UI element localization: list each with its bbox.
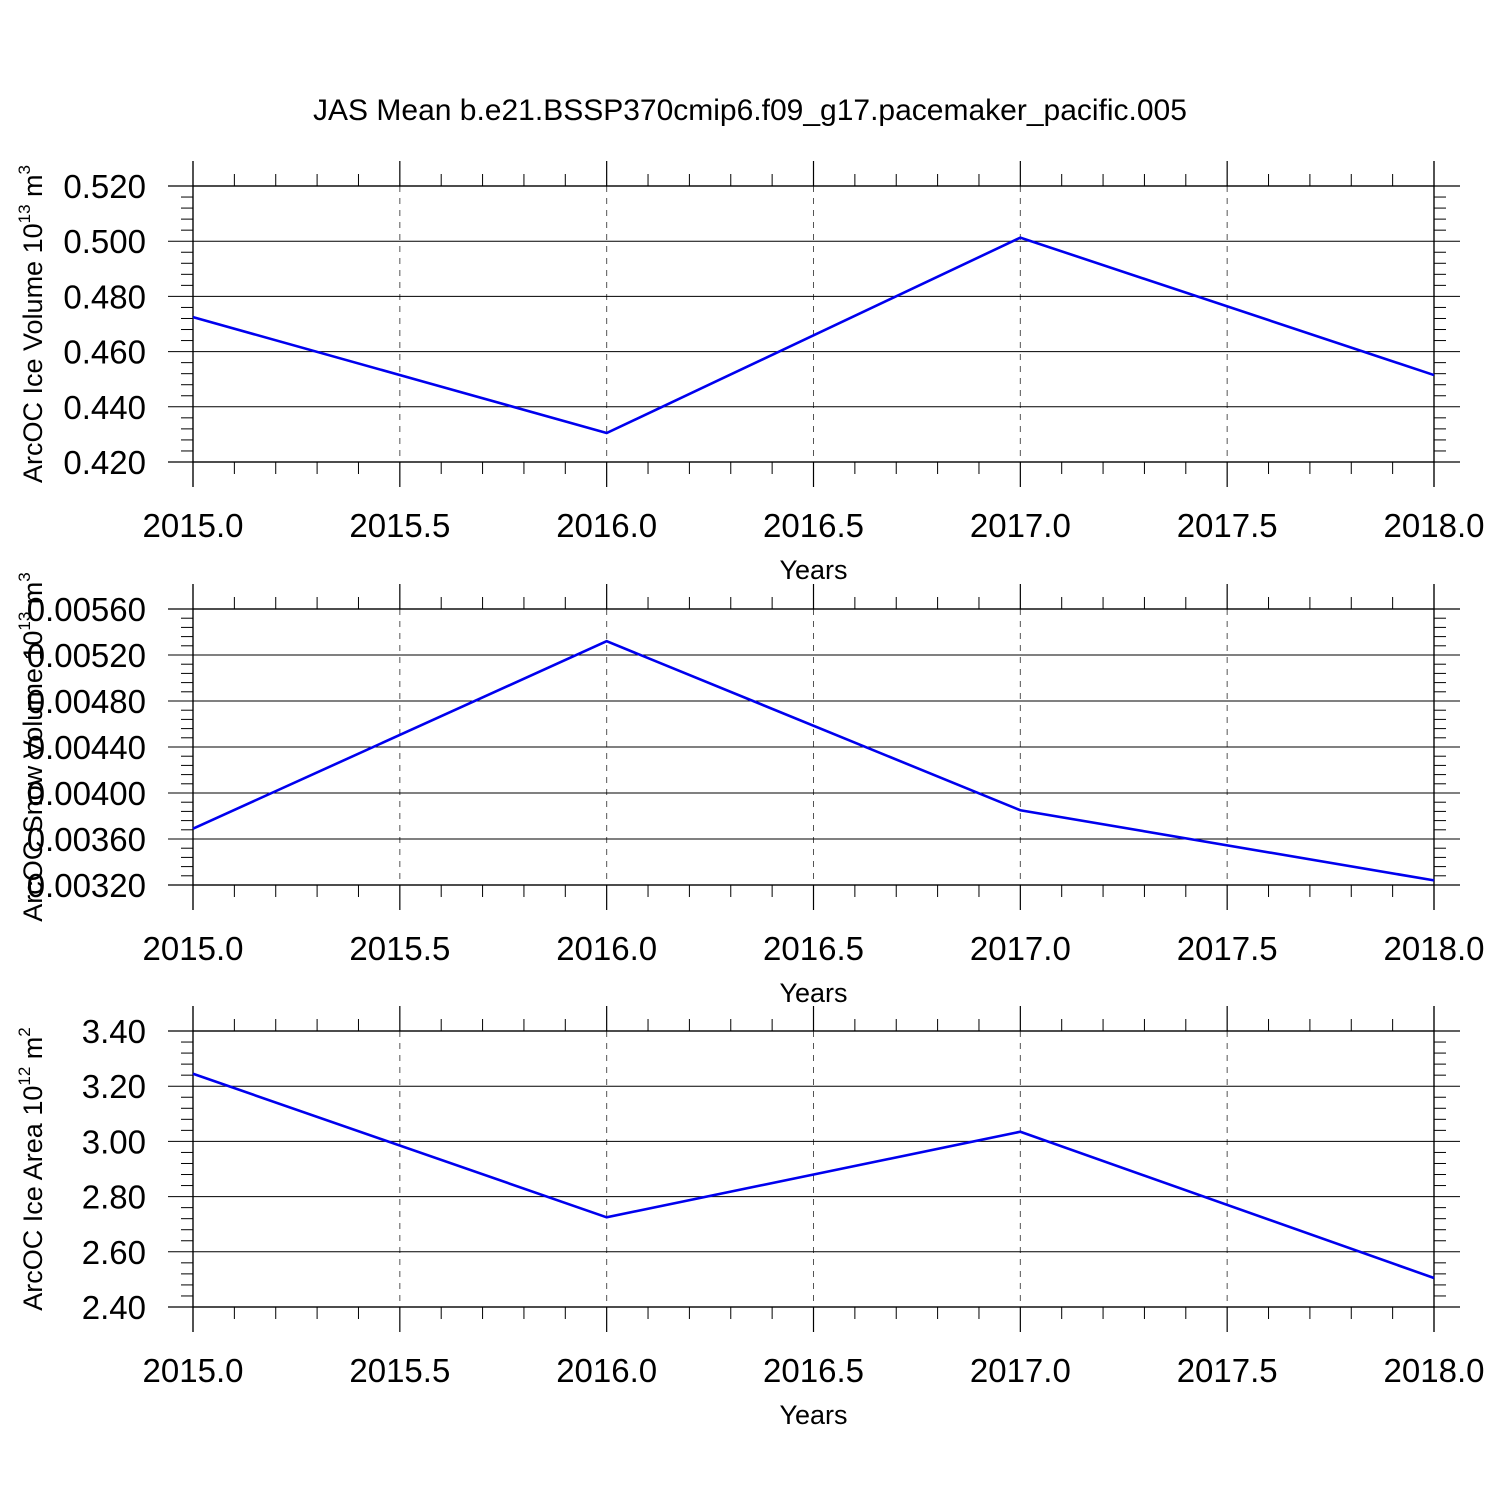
x-tick-label: 2015.5 [349, 1352, 450, 1389]
x-axis-title: Years [779, 978, 847, 1008]
y-axis-title: ArcOC Ice Volume 1013 m3 [15, 165, 48, 483]
y-axis-title-exponent: 12 [15, 1067, 34, 1086]
x-tick-label: 2017.0 [970, 930, 1071, 967]
x-tick-label: 2016.0 [556, 930, 657, 967]
x-tick-label: 2017.0 [970, 507, 1071, 544]
x-tick-label: 2017.5 [1177, 930, 1278, 967]
series-line [192, 639, 1435, 882]
y-tick-label: 3.00 [82, 1123, 146, 1160]
x-tick-label: 2015.5 [349, 930, 450, 967]
x-tick-label: 2016.0 [556, 1352, 657, 1389]
y-tick-label: 3.20 [82, 1068, 146, 1105]
y-tick-label: 0.00400 [27, 775, 146, 812]
series-line [192, 236, 1435, 435]
x-tick-label: 2018.0 [1384, 507, 1485, 544]
series-line [192, 1072, 1435, 1280]
y-tick-label: 0.520 [63, 168, 146, 205]
y-tick-label: 0.00480 [27, 683, 146, 720]
x-tick-label: 2015.0 [143, 930, 244, 967]
y-axis-title-unit-exponent: 3 [15, 165, 34, 174]
x-tick-label: 2017.5 [1177, 507, 1278, 544]
panel-3: 2015.0 2015.5 2016.0 2016.5 2017.0 2017.5 2018… [15, 1006, 1484, 1430]
y-axis-title-unit: m [18, 174, 48, 204]
panel-1: 2015.0 2015.5 2016.0 2016.5 2017.0 2017.5 2018… [15, 161, 1484, 585]
y-tick-label: 0.440 [63, 389, 146, 426]
y-tick-label: 0.00320 [27, 867, 146, 904]
x-tick-label: 2015.0 [143, 507, 244, 544]
y-tick-label: 0.00440 [27, 729, 146, 766]
x-axis-title: Years [779, 1400, 847, 1430]
x-tick-label: 2016.5 [763, 930, 864, 967]
y-tick-label: 0.420 [63, 444, 146, 481]
x-axis-title: Years [779, 555, 847, 585]
panels: 2015.0 2015.5 2016.0 2016.5 2017.0 2017.5 2018… [15, 161, 1484, 1430]
y-axis-title-text: ArcOC Snow Volume 10 [18, 631, 48, 922]
y-axis-title-exponent: 13 [15, 204, 34, 223]
y-tick-label: 0.480 [63, 278, 146, 315]
x-tick-label: 2016.5 [763, 1352, 864, 1389]
y-axis-title-unit-exponent: 2 [15, 1027, 34, 1036]
y-axis-title-unit-exponent: 3 [15, 572, 34, 581]
figure-title: JAS Mean b.e21.BSSP370cmip6.f09_g17.pace… [313, 94, 1187, 127]
y-tick-label: 0.00520 [27, 637, 146, 674]
x-tick-label: 2017.0 [970, 1352, 1071, 1389]
y-axis-title-unit: m [18, 582, 48, 612]
y-axis-title-text: ArcOC Ice Volume 10 [18, 223, 48, 483]
x-tick-label: 2016.5 [763, 507, 864, 544]
y-axis-title-text: ArcOC Ice Area 10 [18, 1086, 48, 1311]
y-axis-title: ArcOC Ice Area 1012 m2 [15, 1027, 48, 1311]
x-tick-label: 2015.5 [349, 507, 450, 544]
x-tick-label: 2016.0 [556, 507, 657, 544]
y-tick-label: 0.00360 [27, 821, 146, 858]
y-axis-title: ArcOC Snow Volume 1013 m3 [15, 572, 48, 922]
x-tick-label: 2017.5 [1177, 1352, 1278, 1389]
y-tick-label: 3.40 [82, 1013, 146, 1050]
y-tick-label: 2.60 [82, 1234, 146, 1271]
y-tick-label: 2.80 [82, 1179, 146, 1216]
x-tick-label: 2015.0 [143, 1352, 244, 1389]
y-tick-label: 0.500 [63, 223, 146, 260]
y-tick-label: 2.40 [82, 1289, 146, 1326]
x-tick-label: 2018.0 [1384, 1352, 1485, 1389]
x-tick-label: 2018.0 [1384, 930, 1485, 967]
y-axis-title-exponent: 13 [15, 612, 34, 631]
y-tick-label: 0.460 [63, 334, 146, 371]
panel-2: 2015.0 2015.5 2016.0 2016.5 2017.0 2017.5 2018… [15, 572, 1484, 1008]
y-tick-label: 0.00560 [27, 591, 146, 628]
y-axis-title-unit: m [18, 1037, 48, 1067]
